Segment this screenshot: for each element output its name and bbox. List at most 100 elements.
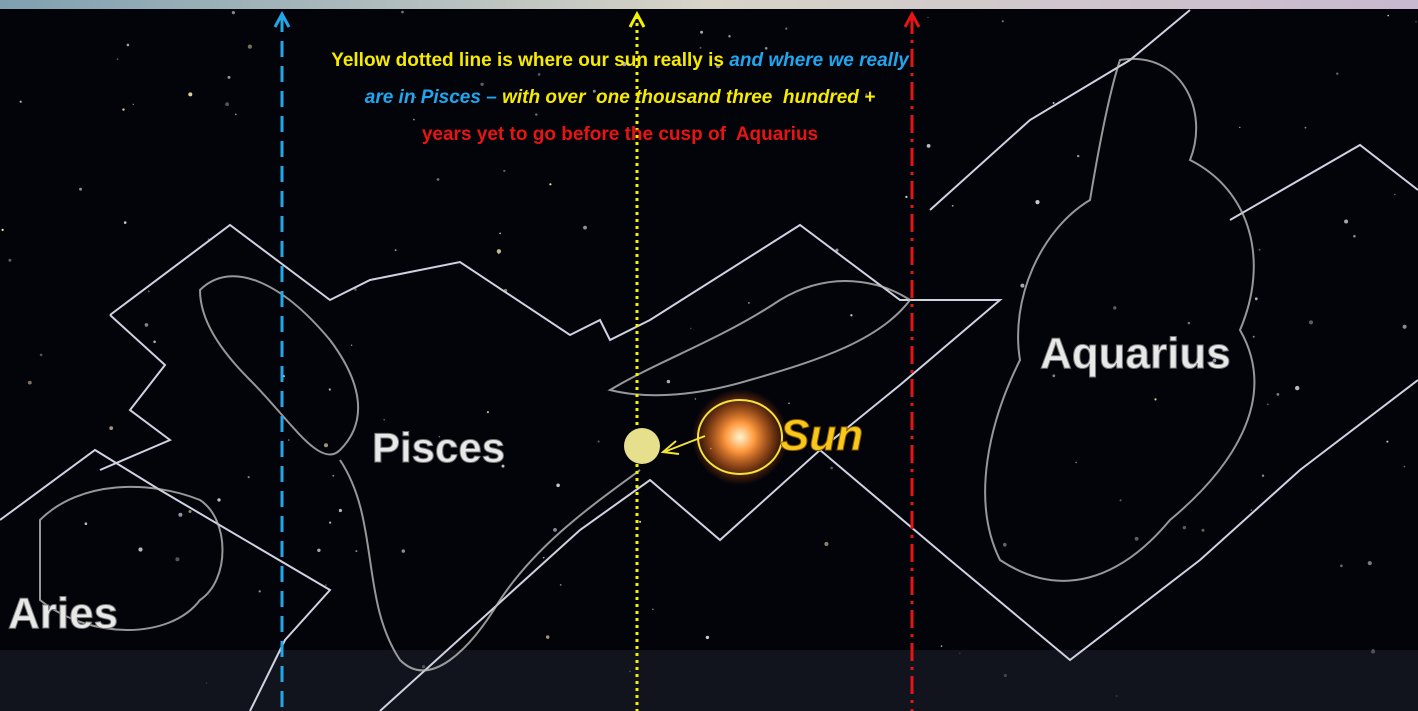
annotation-text: Yellow dotted line is where our sun real… [331, 50, 729, 71]
annotation-line: Yellow dotted line is where our sun real… [331, 50, 910, 71]
star [785, 28, 787, 30]
star [175, 557, 179, 561]
star [1259, 249, 1261, 251]
star [1255, 297, 1258, 300]
star [905, 196, 907, 198]
star [690, 328, 691, 329]
star [927, 144, 931, 148]
star [1002, 20, 1004, 22]
star [413, 119, 415, 121]
star [228, 76, 231, 79]
star [153, 341, 156, 344]
star [487, 411, 489, 413]
star [1394, 194, 1395, 195]
star [117, 58, 119, 60]
star [189, 510, 192, 513]
star [79, 188, 82, 191]
annotation-text: are in Pisces – [365, 87, 502, 108]
star [1003, 543, 1007, 547]
star [706, 636, 709, 639]
star [40, 354, 43, 357]
star [1120, 499, 1122, 501]
star [1035, 200, 1039, 204]
sun-label: Sun [780, 411, 863, 460]
star [652, 609, 654, 611]
star [248, 45, 252, 49]
star [1251, 509, 1252, 510]
star [535, 113, 537, 115]
star [503, 170, 505, 172]
star [401, 11, 404, 14]
star [700, 47, 702, 49]
star [538, 73, 541, 76]
star [85, 522, 88, 525]
star [1353, 235, 1356, 238]
star [1404, 466, 1406, 468]
constellation-label: Pisces [372, 424, 505, 471]
star [553, 528, 557, 532]
star [1340, 565, 1343, 568]
star [1386, 441, 1388, 443]
star [188, 92, 192, 96]
star [1135, 537, 1139, 541]
star [395, 249, 397, 251]
star [124, 221, 127, 224]
star [480, 83, 483, 86]
star-map: Yellow dotted line is where our sun real… [0, 0, 1418, 711]
horizon [0, 650, 1418, 711]
star [1077, 155, 1079, 157]
true-sun-position [624, 428, 660, 464]
star [1053, 102, 1055, 104]
star [178, 513, 182, 517]
star [830, 467, 833, 470]
sun-glow [692, 389, 788, 485]
star [351, 345, 352, 346]
star [549, 183, 551, 185]
star [339, 509, 342, 512]
star [583, 226, 587, 230]
annotation-text: and where we really [729, 50, 910, 71]
star [700, 31, 703, 34]
star [138, 547, 142, 551]
star [127, 44, 130, 47]
star [1188, 322, 1191, 325]
star [695, 398, 697, 400]
star [728, 35, 730, 37]
star [332, 475, 334, 477]
star [402, 549, 405, 552]
star [20, 101, 22, 103]
star [952, 205, 954, 207]
star [437, 178, 440, 181]
star [1267, 404, 1268, 405]
star [232, 11, 235, 14]
star [560, 584, 562, 586]
star [384, 419, 385, 420]
star [288, 439, 290, 441]
annotation-text: with over one thousand three hundred + [502, 87, 875, 108]
star [235, 114, 237, 116]
constellation-label: Aries [8, 589, 118, 638]
star [329, 388, 331, 390]
star [1183, 526, 1186, 529]
star [499, 233, 501, 235]
star [1295, 386, 1299, 390]
star [497, 249, 501, 253]
star [1403, 325, 1407, 329]
star [1415, 21, 1416, 22]
star [259, 590, 261, 592]
star [543, 557, 545, 559]
star [1387, 15, 1389, 17]
star [1113, 306, 1116, 309]
star [1277, 393, 1280, 396]
star [248, 476, 250, 478]
star [324, 443, 328, 447]
star [1239, 127, 1240, 128]
star [1309, 320, 1313, 324]
star [28, 381, 32, 385]
star [355, 550, 357, 552]
star [148, 290, 150, 292]
star [109, 426, 113, 430]
constellation-label: Aquarius [1040, 329, 1231, 378]
star [1253, 336, 1255, 338]
star [1202, 529, 1205, 532]
